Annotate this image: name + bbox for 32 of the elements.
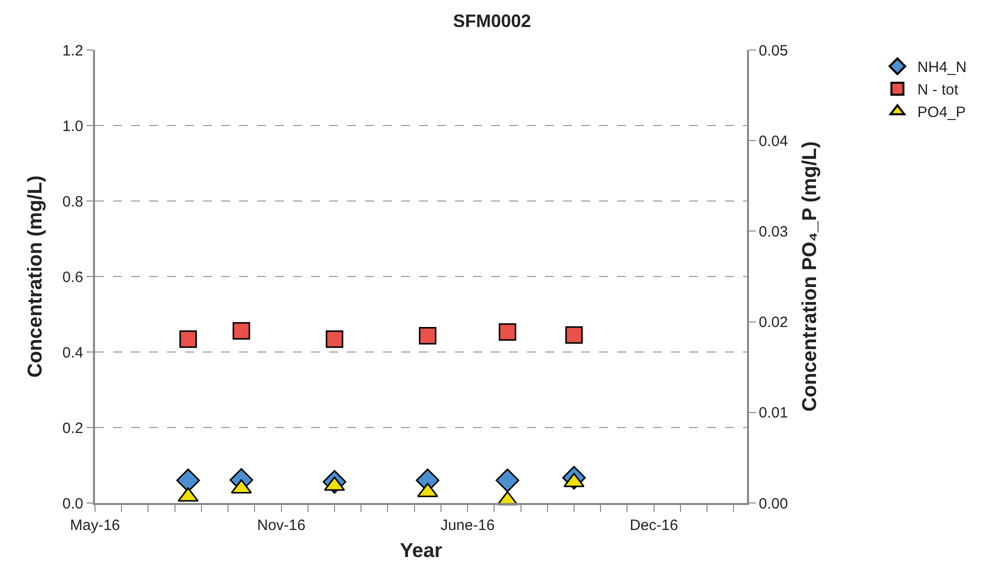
x-tick-label: May-16 [70, 516, 120, 534]
y-tick-label: 0.8 [62, 193, 84, 210]
y-tick-label: 0.0 [62, 495, 84, 512]
y2-tick-label: 0.05 [758, 42, 788, 60]
y-tick-label: 1.2 [62, 42, 84, 60]
y2-tick-label: 0.02 [758, 314, 788, 332]
y2-tick-label: 0.03 [758, 223, 788, 240]
y-tick-label: 0.6 [62, 268, 84, 286]
y-tick-label: 0.2 [62, 420, 84, 437]
point [498, 323, 516, 341]
y-axis-title: Concentration (mg/L) [24, 175, 46, 378]
point [565, 326, 583, 344]
x-axis-title: Year [400, 540, 442, 562]
y-tick-label: 1.0 [62, 118, 84, 135]
y2-tick-label: 0.00 [758, 495, 788, 512]
y2-axis-title: Concentration PO₄_P (mg/L) [798, 141, 821, 412]
point [496, 468, 520, 492]
x-tick-label: Dec-16 [630, 516, 678, 534]
x-tick-label: June-16 [440, 516, 495, 534]
legend-label: PO4_P [917, 104, 966, 122]
point [176, 468, 200, 492]
point [326, 330, 344, 348]
legend-label: N - tot [917, 82, 960, 99]
point [232, 322, 250, 340]
y2-tick-label: 0.01 [758, 404, 788, 422]
chart-title: SFM0002 [452, 11, 532, 32]
point [418, 327, 436, 345]
legend-label: NH4_N [917, 59, 967, 76]
x-tick-label: Nov-16 [257, 516, 306, 534]
point [179, 330, 197, 348]
y-tick-label: 0.4 [62, 344, 84, 362]
y2-tick-label: 0.04 [758, 132, 788, 150]
